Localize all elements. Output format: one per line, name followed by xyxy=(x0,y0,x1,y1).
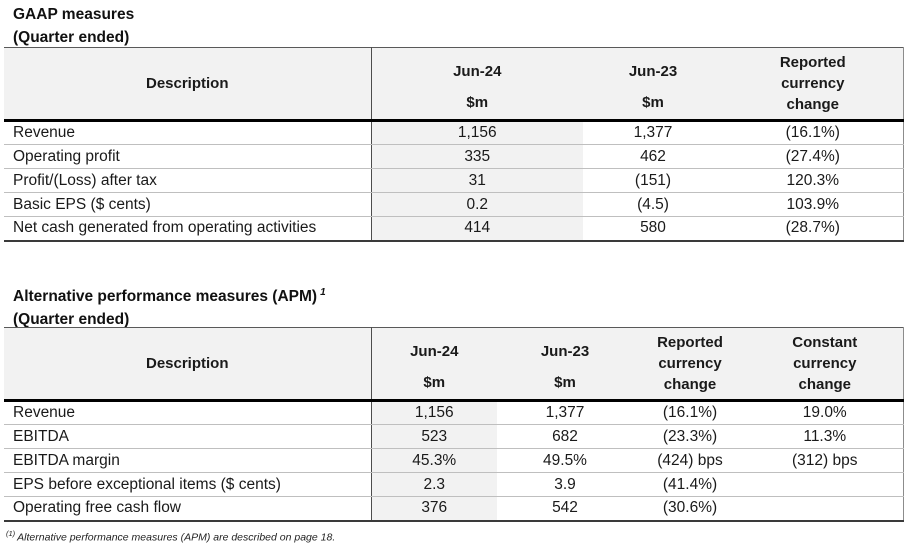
cell-value: 542 xyxy=(497,496,633,522)
cell-value: 11.3% xyxy=(747,424,903,449)
column-header-reported-currency-change: Reported currency change xyxy=(633,327,747,402)
table-row: Operating profit 335 462 (27.4%) xyxy=(4,144,903,169)
apm-footnote: (1) Alternative performance measures (APM… xyxy=(6,529,335,544)
cell-value: (23.3%) xyxy=(633,424,747,449)
cell-value xyxy=(747,496,903,522)
cell-value: 3.9 xyxy=(497,472,633,497)
table-row: Basic EPS ($ cents) 0.2 (4.5) 103.9% xyxy=(4,192,903,217)
gaap-header-row: Description Jun-24 $m Jun-23 $m Reported… xyxy=(4,47,903,122)
table-row: EBITDA margin 45.3% 49.5% (424) bps (312… xyxy=(4,448,903,473)
apm-subtitle-line: (Quarter ended) xyxy=(13,311,130,329)
jun24-unit-label: $m xyxy=(423,374,446,391)
reported-line2: currency xyxy=(658,355,722,372)
row-label: EBITDA xyxy=(4,424,372,449)
apm-title-line: Alternative performance measures (APM) 1 xyxy=(13,281,326,308)
jun24-period-label: Jun-24 xyxy=(410,343,459,360)
cell-value: 0.2 xyxy=(371,192,583,217)
reported-line1: Reported xyxy=(657,334,723,351)
cell-value: (151) xyxy=(583,168,723,193)
apm-section-title: Alternative performance measures (APM) 1 … xyxy=(13,281,326,331)
row-label: Net cash generated from operating activi… xyxy=(4,216,372,242)
reported-line3: change xyxy=(663,376,717,393)
cell-value: 120.3% xyxy=(723,168,903,193)
constant-line2: currency xyxy=(793,355,857,372)
row-label: Basic EPS ($ cents) xyxy=(4,192,372,217)
table-row: EBITDA 523 682 (23.3%) 11.3% xyxy=(4,424,903,449)
gaap-title-line: GAAP measures xyxy=(13,6,135,23)
cell-value: (41.4%) xyxy=(633,472,747,497)
column-header-jun24: Jun-24 $m xyxy=(371,47,583,122)
jun23-unit-label: $m xyxy=(642,94,664,111)
apm-title-text: Alternative performance measures (APM) xyxy=(13,288,318,306)
cell-value xyxy=(747,472,903,497)
cell-value: 45.3% xyxy=(371,448,497,473)
column-header-constant-currency-change: Constant currency change xyxy=(747,327,903,402)
row-label: EBITDA margin xyxy=(4,448,372,473)
row-label: EPS before exceptional items ($ cents) xyxy=(4,472,372,497)
cell-value: 682 xyxy=(497,424,633,449)
jun24-period-label: Jun-24 xyxy=(453,63,502,80)
apm-title-footnote-marker: 1 xyxy=(320,287,326,298)
jun23-unit-label: $m xyxy=(554,374,576,391)
jun23-period-label: Jun-23 xyxy=(540,343,590,360)
cell-value: 462 xyxy=(583,144,723,169)
cell-value: 1,156 xyxy=(371,120,583,145)
constant-line1: Constant xyxy=(792,334,858,351)
cell-value: (312) bps xyxy=(747,448,903,473)
cell-value: 523 xyxy=(371,424,497,449)
table-row: EPS before exceptional items ($ cents) 2… xyxy=(4,472,903,497)
table-row: Profit/(Loss) after tax 31 (151) 120.3% xyxy=(4,168,903,193)
cell-value: (30.6%) xyxy=(633,496,747,522)
jun23-period-label: Jun-23 xyxy=(628,63,678,80)
constant-line3: change xyxy=(798,376,851,393)
table-row: Revenue 1,156 1,377 (16.1%) xyxy=(4,120,903,145)
gaap-measures-table: Description Jun-24 $m Jun-23 $m Reported… xyxy=(4,47,904,242)
column-header-description: Description xyxy=(4,47,372,122)
cell-value: (4.5) xyxy=(583,192,723,217)
cell-value: 19.0% xyxy=(747,400,903,425)
cell-value: (27.4%) xyxy=(723,144,903,169)
row-label: Profit/(Loss) after tax xyxy=(4,168,372,193)
column-header-description: Description xyxy=(4,327,372,402)
cell-value: (28.7%) xyxy=(723,216,903,242)
row-label: Operating profit xyxy=(4,144,372,169)
cell-value: 103.9% xyxy=(723,192,903,217)
column-header-reported-currency-change: Reported currency change xyxy=(723,47,903,122)
cell-value: 580 xyxy=(583,216,723,242)
reported-line3: change xyxy=(786,96,839,113)
cell-value: 335 xyxy=(371,144,583,169)
footnote-text: Alternative performance measures (APM) a… xyxy=(17,531,336,544)
table-row: Net cash generated from operating activi… xyxy=(4,216,903,242)
footnote-marker: (1) xyxy=(6,529,16,538)
gaap-subtitle-line: (Quarter ended) xyxy=(13,29,130,46)
cell-value: 376 xyxy=(371,496,497,522)
cell-value: 49.5% xyxy=(497,448,633,473)
reported-line1: Reported xyxy=(779,54,846,71)
apm-measures-table: Description Jun-24 $m Jun-23 $m Reported… xyxy=(4,327,904,522)
row-label: Revenue xyxy=(4,400,372,425)
row-label: Revenue xyxy=(4,120,372,145)
jun24-unit-label: $m xyxy=(466,94,489,111)
column-header-jun23: Jun-23 $m xyxy=(583,47,723,122)
cell-value: (16.1%) xyxy=(633,400,747,425)
table-row: Revenue 1,156 1,377 (16.1%) 19.0% xyxy=(4,400,903,425)
cell-value: 31 xyxy=(371,168,583,193)
table-row: Operating free cash flow 376 542 (30.6%) xyxy=(4,496,903,522)
column-header-jun24: Jun-24 $m xyxy=(371,327,497,402)
gaap-section-title: GAAP measures (Quarter ended) xyxy=(13,3,134,49)
cell-value: (16.1%) xyxy=(723,120,903,145)
cell-value: 2.3 xyxy=(371,472,497,497)
cell-value: 1,156 xyxy=(371,400,497,425)
apm-header-row: Description Jun-24 $m Jun-23 $m Reported… xyxy=(4,327,903,402)
column-header-jun23: Jun-23 $m xyxy=(497,327,633,402)
row-label: Operating free cash flow xyxy=(4,496,372,522)
cell-value: 414 xyxy=(371,216,583,242)
reported-line2: currency xyxy=(781,75,845,92)
cell-value: 1,377 xyxy=(497,400,633,425)
cell-value: (424) bps xyxy=(633,448,747,473)
cell-value: 1,377 xyxy=(583,120,723,145)
